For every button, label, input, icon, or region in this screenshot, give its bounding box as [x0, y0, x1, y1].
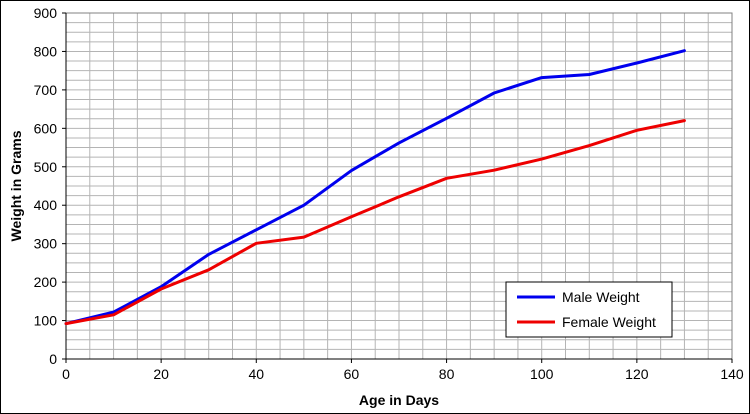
- y-tick-label: 200: [34, 274, 58, 290]
- axes: [62, 12, 733, 363]
- x-tick-label: 120: [625, 366, 649, 382]
- legend-label-female: Female Weight: [562, 314, 656, 330]
- y-tick-label: 300: [34, 236, 58, 252]
- x-tick-label: 60: [344, 366, 360, 382]
- y-tick-label: 400: [34, 197, 58, 213]
- y-tick-label: 100: [34, 313, 58, 329]
- y-tick-label: 700: [34, 82, 58, 98]
- x-axis-title: Age in Days: [359, 392, 439, 408]
- y-tick-label: 600: [34, 120, 58, 136]
- y-tick-label: 0: [49, 351, 57, 367]
- x-tick-label: 80: [439, 366, 455, 382]
- x-tick-label: 20: [153, 366, 169, 382]
- y-tick-label: 800: [34, 43, 58, 59]
- legend-box: [505, 281, 673, 338]
- gridlines: [65, 12, 733, 360]
- x-tick-label: 0: [62, 366, 70, 382]
- y-tick-label: 900: [34, 5, 58, 21]
- series-lines: [64, 49, 686, 326]
- legend: Male Weight Female Weight: [505, 281, 673, 338]
- x-tick-label: 100: [530, 366, 554, 382]
- x-tick-label: 140: [720, 366, 744, 382]
- legend-label-male: Male Weight: [562, 289, 640, 305]
- tick-labels: 0 20 40 60 80 100 120 140 0 100 200 300 400 500 600 700…: [34, 5, 744, 382]
- y-axis-title: Weight in Grams: [8, 130, 24, 241]
- x-tick-label: 40: [248, 366, 264, 382]
- series-line-male: [64, 49, 686, 326]
- y-tick-label: 500: [34, 159, 58, 175]
- series-line-female: [64, 119, 686, 326]
